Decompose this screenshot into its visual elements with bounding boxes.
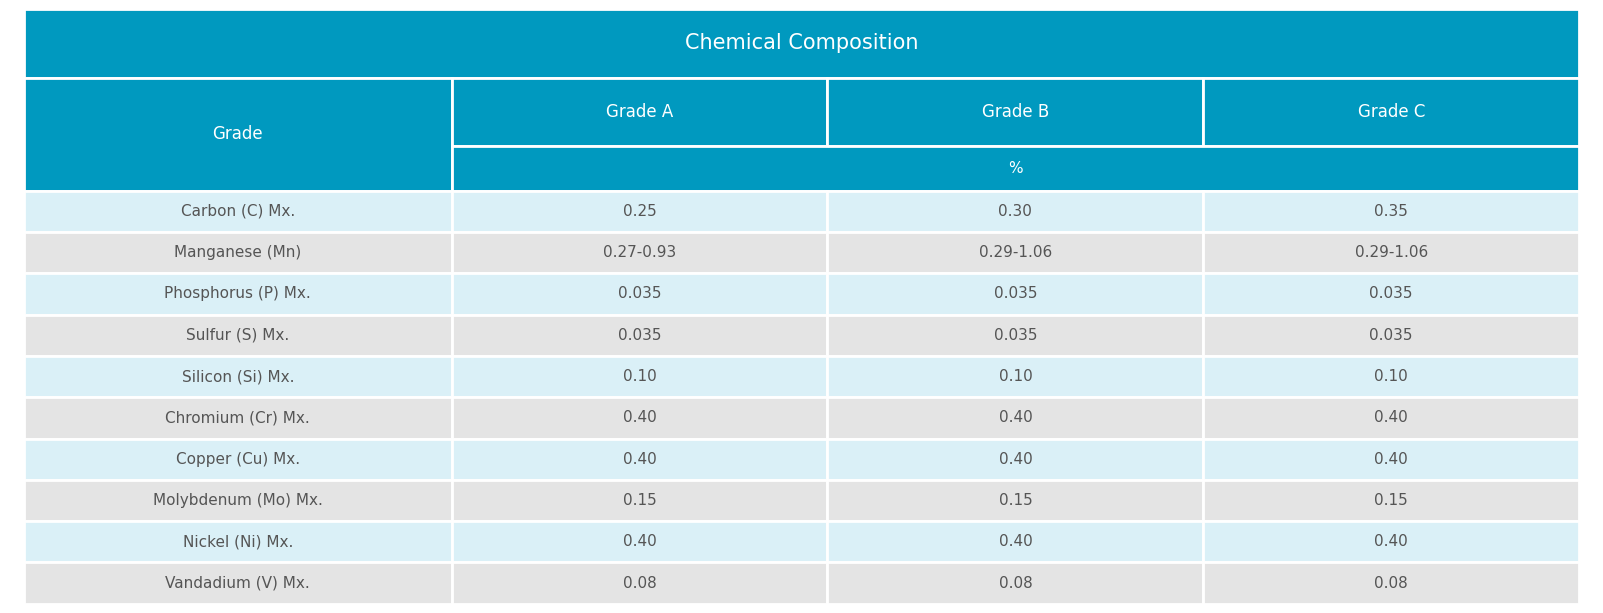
Text: Manganese (Mn): Manganese (Mn) [175, 245, 301, 260]
Text: 0.08: 0.08 [999, 576, 1032, 591]
Text: 0.30: 0.30 [999, 204, 1032, 219]
Text: 0.15: 0.15 [999, 493, 1032, 508]
Text: 0.25: 0.25 [622, 204, 657, 219]
Bar [24, 480, 452, 521]
Text: 0.40: 0.40 [622, 535, 657, 549]
Bar [452, 191, 827, 232]
Bar [827, 397, 1204, 438]
Text: Grade: Grade [213, 125, 263, 143]
Text: 0.15: 0.15 [622, 493, 657, 508]
Text: Chromium (Cr) Mx.: Chromium (Cr) Mx. [165, 410, 311, 425]
Text: 0.08: 0.08 [1374, 576, 1407, 591]
Bar [827, 232, 1204, 273]
Text: 0.40: 0.40 [999, 410, 1032, 425]
Bar [1204, 438, 1579, 480]
Text: 0.29-1.06: 0.29-1.06 [979, 245, 1052, 260]
Bar [827, 563, 1204, 604]
Bar [24, 397, 452, 438]
Text: 0.10: 0.10 [999, 369, 1032, 384]
Text: 0.35: 0.35 [1374, 204, 1407, 219]
Bar [827, 480, 1204, 521]
Text: 0.15: 0.15 [1374, 493, 1407, 508]
Bar [1204, 191, 1579, 232]
Text: Silicon (Si) Mx.: Silicon (Si) Mx. [181, 369, 293, 384]
Text: 0.40: 0.40 [1374, 535, 1407, 549]
Bar [24, 273, 452, 314]
Bar [827, 438, 1204, 480]
Bar [1204, 397, 1579, 438]
Bar [452, 397, 827, 438]
Text: 0.035: 0.035 [1369, 286, 1412, 302]
Text: 0.40: 0.40 [622, 410, 657, 425]
Bar [452, 78, 827, 146]
Bar [452, 146, 1579, 191]
Text: 0.40: 0.40 [1374, 410, 1407, 425]
Text: 0.035: 0.035 [994, 286, 1037, 302]
Bar [827, 521, 1204, 563]
Text: 0.035: 0.035 [617, 286, 662, 302]
Bar [452, 356, 827, 397]
Bar [1204, 356, 1579, 397]
Text: 0.10: 0.10 [622, 369, 657, 384]
Bar [24, 9, 1579, 78]
Text: Vandadium (V) Mx.: Vandadium (V) Mx. [165, 576, 311, 591]
Bar [1204, 521, 1579, 563]
Bar [1204, 563, 1579, 604]
Bar [24, 191, 452, 232]
Bar [452, 480, 827, 521]
Text: 0.27-0.93: 0.27-0.93 [603, 245, 676, 260]
Bar [452, 438, 827, 480]
Text: %: % [1008, 161, 1023, 176]
Text: Molybdenum (Mo) Mx.: Molybdenum (Mo) Mx. [152, 493, 322, 508]
Bar [827, 273, 1204, 314]
Bar [452, 314, 827, 356]
Text: Grade C: Grade C [1358, 103, 1425, 121]
Bar [24, 232, 452, 273]
Bar [827, 314, 1204, 356]
Bar [1204, 480, 1579, 521]
Bar [1204, 273, 1579, 314]
Bar [452, 521, 827, 563]
Bar [24, 563, 452, 604]
Text: Grade A: Grade A [606, 103, 673, 121]
Text: 0.29-1.06: 0.29-1.06 [1355, 245, 1428, 260]
Text: Copper (Cu) Mx.: Copper (Cu) Mx. [176, 452, 300, 466]
Bar [1204, 314, 1579, 356]
Text: Phosphorus (P) Mx.: Phosphorus (P) Mx. [165, 286, 311, 302]
Text: 0.40: 0.40 [999, 452, 1032, 466]
Bar [24, 356, 452, 397]
Text: 0.10: 0.10 [1374, 369, 1407, 384]
Text: 0.035: 0.035 [1369, 328, 1412, 343]
Bar [452, 563, 827, 604]
Text: Chemical Composition: Chemical Composition [684, 33, 919, 53]
Bar [24, 78, 452, 191]
Text: Nickel (Ni) Mx.: Nickel (Ni) Mx. [183, 535, 293, 549]
Text: 0.40: 0.40 [1374, 452, 1407, 466]
Bar [452, 273, 827, 314]
Bar [827, 78, 1204, 146]
Bar [24, 521, 452, 563]
Bar [452, 232, 827, 273]
Bar [24, 314, 452, 356]
Text: 0.40: 0.40 [999, 535, 1032, 549]
Text: 0.035: 0.035 [994, 328, 1037, 343]
Text: Sulfur (S) Mx.: Sulfur (S) Mx. [186, 328, 290, 343]
Text: Grade B: Grade B [981, 103, 1048, 121]
Text: 0.08: 0.08 [622, 576, 657, 591]
Bar [827, 356, 1204, 397]
Bar [1204, 78, 1579, 146]
Bar [24, 438, 452, 480]
Text: Carbon (C) Mx.: Carbon (C) Mx. [181, 204, 295, 219]
Bar [1204, 232, 1579, 273]
Text: 0.40: 0.40 [622, 452, 657, 466]
Text: 0.035: 0.035 [617, 328, 662, 343]
Bar [827, 191, 1204, 232]
